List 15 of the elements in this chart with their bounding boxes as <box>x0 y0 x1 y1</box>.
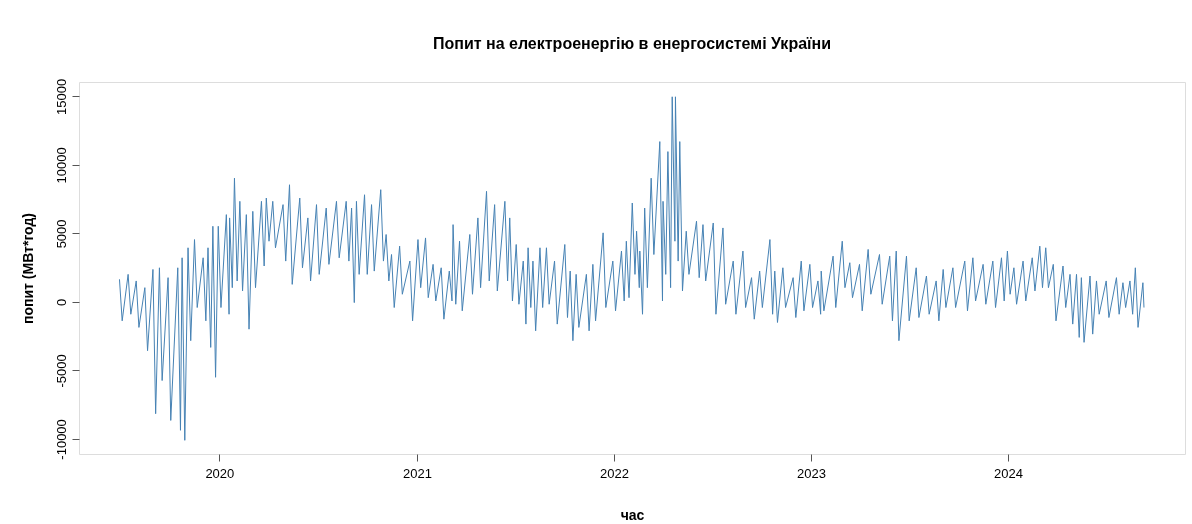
x-tick-label: 2024 <box>993 465 1023 481</box>
x-tick-label: 2021 <box>402 465 432 481</box>
x-axis-title: час <box>620 506 645 523</box>
y-tick-label: -5000 <box>53 354 69 388</box>
y-axis-title: попит (МВт*год) <box>19 213 36 324</box>
chart-title: Попит на електроенергію в енергосистемі України <box>432 35 832 53</box>
y-tick-label: -10000 <box>53 419 69 460</box>
y-tick-label: 10000 <box>53 147 69 184</box>
x-tick-label: 2023 <box>796 465 826 481</box>
y-tick-label: 5000 <box>53 219 69 249</box>
line-series <box>118 96 1145 441</box>
y-tick-label: 15000 <box>53 78 69 115</box>
y-tick-label: 0 <box>53 298 69 307</box>
x-tick-label: 2022 <box>599 465 629 481</box>
x-tick-label: 2020 <box>205 465 235 481</box>
